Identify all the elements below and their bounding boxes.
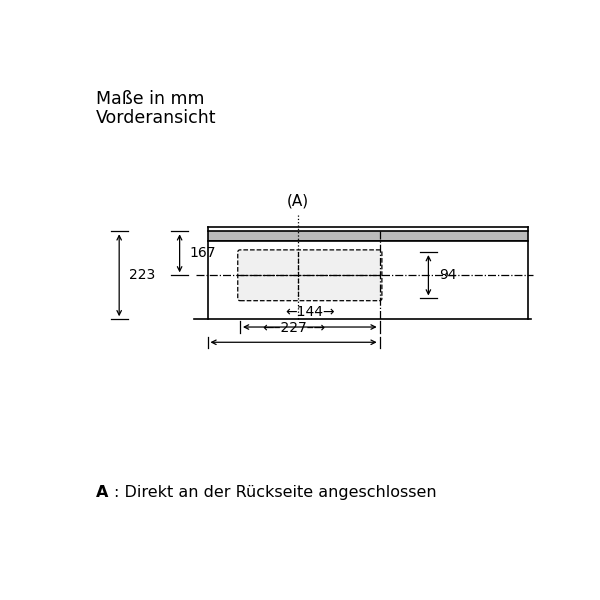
Bar [208,241,529,319]
Text: 167: 167 [190,247,217,260]
Text: 223: 223 [130,268,155,282]
Text: Vorderansicht: Vorderansicht [96,109,217,127]
Text: A: A [96,485,108,500]
Text: 94: 94 [439,268,456,282]
Text: ←–227–→: ←–227–→ [262,322,325,335]
Text: ←144→: ←144→ [285,305,335,319]
Text: (A): (A) [287,193,309,208]
Bar [208,232,529,241]
Text: Maße in mm: Maße in mm [96,91,205,109]
Text: : Direkt an der Rückseite angeschlossen: : Direkt an der Rückseite angeschlossen [113,485,436,500]
FancyBboxPatch shape [238,250,382,301]
